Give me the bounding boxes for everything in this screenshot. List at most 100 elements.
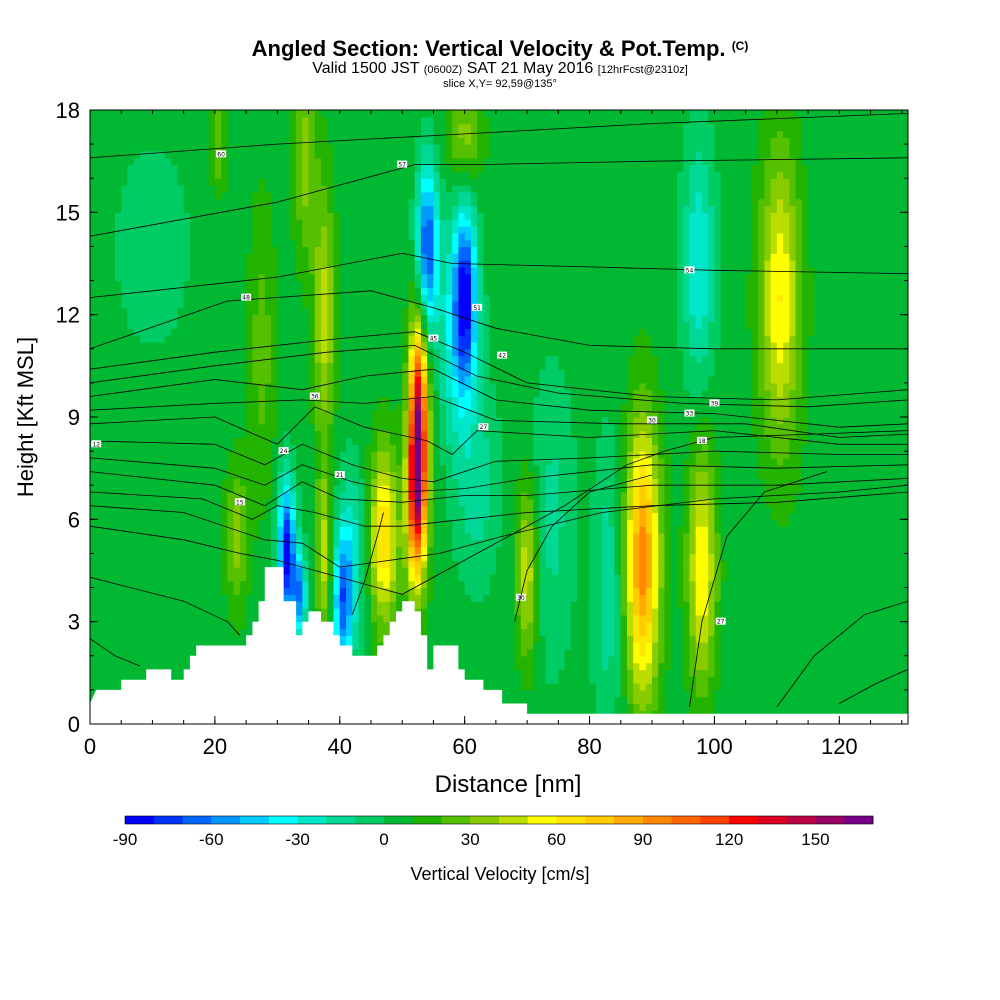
velocity-cell [90, 396, 97, 404]
velocity-cell [90, 642, 97, 650]
velocity-cell [227, 130, 235, 138]
velocity-cell [183, 546, 191, 555]
velocity-cell [327, 260, 335, 268]
velocity-cell [214, 478, 222, 486]
velocity-cell [171, 123, 179, 132]
velocity-cell [158, 362, 166, 370]
velocity-cell [264, 526, 272, 534]
velocity-cell [389, 328, 397, 336]
velocity-cell [389, 185, 397, 193]
velocity-cell [258, 144, 266, 152]
velocity-cell [271, 396, 278, 404]
velocity-cell [408, 287, 416, 295]
velocity-cell [314, 594, 322, 602]
velocity-cell [383, 321, 391, 329]
velocity-cell [358, 614, 366, 623]
velocity-cell [171, 471, 179, 479]
velocity-cell [383, 164, 391, 172]
velocity-cell [102, 335, 110, 343]
velocity-cell [227, 219, 235, 227]
velocity-cell [146, 587, 154, 595]
velocity-cell [152, 573, 160, 582]
velocity-cell [90, 355, 97, 364]
velocity-cell [314, 287, 322, 295]
velocity-cell [358, 219, 366, 227]
velocity-cell [302, 205, 310, 213]
velocity-cell [302, 437, 310, 445]
velocity-cell [208, 150, 216, 159]
velocity-cell [196, 232, 203, 241]
velocity-cell [420, 205, 428, 213]
velocity-cell [202, 505, 210, 514]
velocity-cell [214, 417, 222, 425]
velocity-cell [289, 130, 297, 138]
velocity-cell [352, 430, 360, 439]
velocity-cell [296, 512, 303, 520]
velocity-cell [420, 546, 428, 555]
velocity-cell [96, 335, 104, 343]
velocity-cell [208, 260, 216, 268]
velocity-cell [377, 492, 385, 500]
velocity-cell [214, 266, 222, 275]
velocity-cell [427, 191, 435, 200]
velocity-cell [158, 614, 166, 623]
velocity-cell [114, 164, 122, 172]
velocity-cell [252, 348, 260, 357]
velocity-cell [258, 307, 266, 316]
velocity-cell [227, 178, 235, 186]
velocity-cell [302, 246, 310, 254]
velocity-cell [302, 144, 310, 152]
velocity-cell [183, 573, 191, 582]
velocity-cell [277, 205, 285, 213]
velocity-cell [408, 321, 416, 329]
velocity-cell [370, 219, 378, 227]
velocity-cell [214, 191, 222, 200]
velocity-cell [108, 178, 116, 186]
velocity-cell [339, 423, 347, 432]
velocity-cell [114, 294, 122, 302]
velocity-cell [383, 225, 391, 234]
velocity-cell [146, 519, 154, 527]
velocity-cell [252, 137, 260, 145]
velocity-cell [414, 567, 422, 575]
velocity-cell [139, 212, 147, 220]
velocity-cell [389, 382, 397, 391]
velocity-cell [246, 110, 253, 118]
velocity-cell [427, 376, 435, 384]
velocity-cell [389, 239, 397, 248]
velocity-cell [146, 430, 154, 439]
velocity-cell [420, 348, 428, 357]
velocity-cell [127, 423, 135, 432]
velocity-cell [152, 437, 160, 445]
velocity-cell [114, 369, 122, 377]
velocity-cell [133, 396, 141, 404]
velocity-cell [183, 307, 191, 316]
velocity-cell [414, 512, 422, 520]
velocity-cell [383, 594, 391, 602]
velocity-cell [233, 150, 241, 159]
velocity-cell [346, 396, 353, 404]
velocity-cell [139, 348, 147, 357]
velocity-cell [114, 246, 122, 254]
velocity-cell [158, 191, 166, 200]
velocity-cell [239, 321, 247, 329]
velocity-cell [158, 171, 166, 179]
velocity-cell [202, 457, 210, 466]
velocity-cell [221, 430, 228, 439]
velocity-cell [202, 492, 210, 500]
velocity-cell [196, 123, 203, 132]
velocity-cell [283, 150, 291, 159]
velocity-cell [114, 608, 122, 616]
velocity-cell [221, 396, 228, 404]
velocity-cell [114, 110, 122, 118]
velocity-cell [277, 341, 285, 350]
velocity-cell [258, 485, 266, 493]
velocity-cell [214, 287, 222, 295]
velocity-cell [221, 239, 228, 248]
velocity-cell [289, 314, 297, 323]
velocity-cell [246, 423, 253, 432]
velocity-cell [370, 594, 378, 602]
velocity-cell [127, 512, 135, 520]
velocity-cell [352, 464, 360, 473]
velocity-cell [364, 478, 372, 486]
